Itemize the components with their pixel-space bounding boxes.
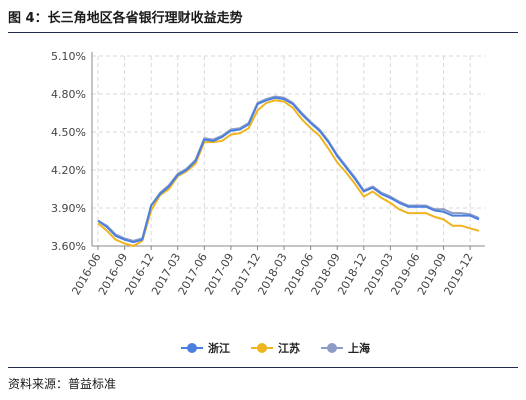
- legend-label: 上海: [348, 341, 370, 355]
- figure-title: 图 4：长三角地区各省银行理财收益走势: [8, 11, 243, 26]
- series-line-0: [97, 96, 480, 244]
- legend-marker: [327, 343, 337, 353]
- y-tick-label: 5.10%: [51, 50, 86, 63]
- figure-source: 资料来源：普益标准: [8, 377, 117, 391]
- y-tick-label: 3.60%: [51, 240, 86, 253]
- y-tick-label: 4.50%: [51, 126, 86, 139]
- legend-marker: [257, 343, 267, 353]
- legend-label: 浙江: [208, 341, 230, 355]
- y-tick-label: 3.90%: [51, 202, 86, 215]
- series-line-2: [97, 95, 480, 242]
- y-tick-label: 4.20%: [51, 164, 86, 177]
- title-rule: [8, 32, 518, 33]
- y-tick-label: 4.80%: [51, 88, 86, 101]
- legend-label: 江苏: [278, 341, 300, 355]
- source-rule: [8, 367, 518, 368]
- series-line-1: [97, 99, 480, 247]
- legend-marker: [187, 343, 197, 353]
